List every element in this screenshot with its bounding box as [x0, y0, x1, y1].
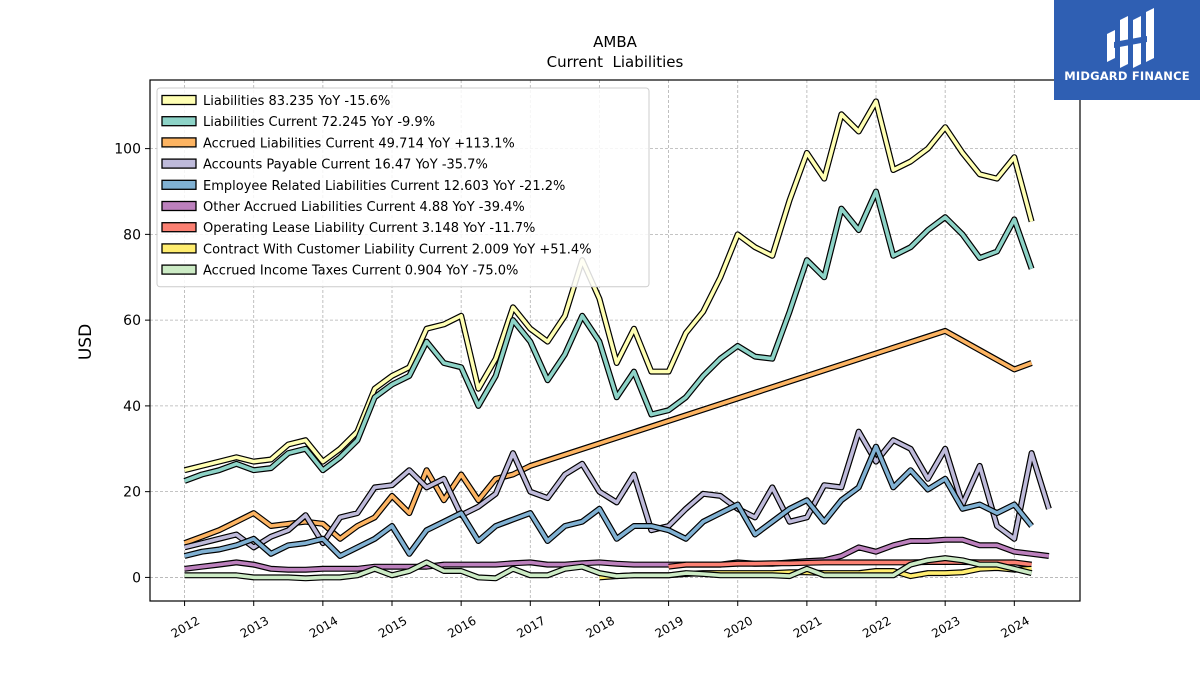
legend-entry: Employee Related Liabilities Current 12.… — [203, 179, 565, 194]
series-lines — [183, 98, 1052, 582]
x-tick-label: 2018 — [583, 613, 616, 640]
x-tick-label: 2013 — [238, 613, 271, 640]
legend-entry: Accrued Income Taxes Current 0.904 YoY -… — [203, 264, 518, 279]
x-tick-label: 2021 — [791, 613, 824, 640]
legend-entry: Accrued Liabilities Current 49.714 YoY +… — [203, 136, 515, 151]
legend: Liabilities 83.235 YoY -15.6% Liabilities… — [156, 87, 650, 288]
x-tick-label: 2017 — [514, 613, 547, 640]
brand-logo-text: MIDGARD FINANCE — [1064, 69, 1190, 83]
y-tick-label: 80 — [123, 227, 141, 243]
series-line — [184, 99, 1034, 472]
legend-swatch — [161, 243, 197, 254]
x-tick-label: 2020 — [722, 613, 755, 640]
x-tick-label: 2019 — [653, 613, 686, 640]
series-line — [183, 189, 1034, 483]
plot-area-frame — [149, 79, 1081, 602]
chart-subtitle: Current Liabilities — [547, 53, 684, 71]
series-line — [184, 429, 1051, 550]
legend-entry: Operating Lease Liability Current 3.148 … — [203, 221, 535, 236]
x-tick-label: 2014 — [307, 613, 340, 640]
legend-swatch — [161, 94, 197, 106]
legend-swatch — [161, 158, 197, 169]
series-line — [184, 556, 1033, 581]
y-tick-label: 0 — [132, 570, 141, 586]
series-line — [184, 537, 1050, 572]
x-tick-label: 2015 — [376, 613, 409, 640]
y-tick-label: 100 — [114, 142, 141, 158]
chart-title: AMBA — [593, 33, 637, 51]
legend-entry: Liabilities 83.235 YoY -15.6% — [203, 94, 390, 109]
y-tick-label: 20 — [123, 485, 141, 501]
legend-swatch — [161, 137, 197, 148]
brand-logo: MIDGARD FINANCE — [1054, 0, 1200, 100]
x-tick-label: 2024 — [998, 613, 1031, 640]
legend-swatch — [161, 264, 197, 275]
x-tick-label: 2016 — [445, 613, 478, 640]
series-line — [184, 444, 1034, 558]
y-axis-label: USD — [76, 324, 96, 360]
x-tick-label: 2012 — [169, 613, 202, 640]
x-tick-label: 2023 — [929, 613, 962, 640]
legend-entry: Other Accrued Liabilities Current 4.88 Y… — [203, 200, 525, 215]
legend-swatch — [161, 200, 197, 212]
legend-entry: Liabilities Current 72.245 YoY -9.9% — [203, 115, 435, 130]
series-line — [183, 329, 1033, 545]
legend-box — [156, 87, 650, 288]
legend-swatch — [161, 222, 197, 233]
y-tick-label: 60 — [123, 313, 141, 329]
y-tick-label: 40 — [123, 399, 141, 415]
legend-swatch — [161, 179, 197, 190]
legend-swatch — [161, 116, 197, 127]
legend-entry: Accounts Payable Current 16.47 YoY -35.7… — [203, 158, 488, 173]
legend-entry: Contract With Customer Liability Current… — [203, 242, 592, 257]
midgard-logo-icon — [1107, 8, 1154, 68]
x-tick-label: 2022 — [860, 613, 893, 640]
